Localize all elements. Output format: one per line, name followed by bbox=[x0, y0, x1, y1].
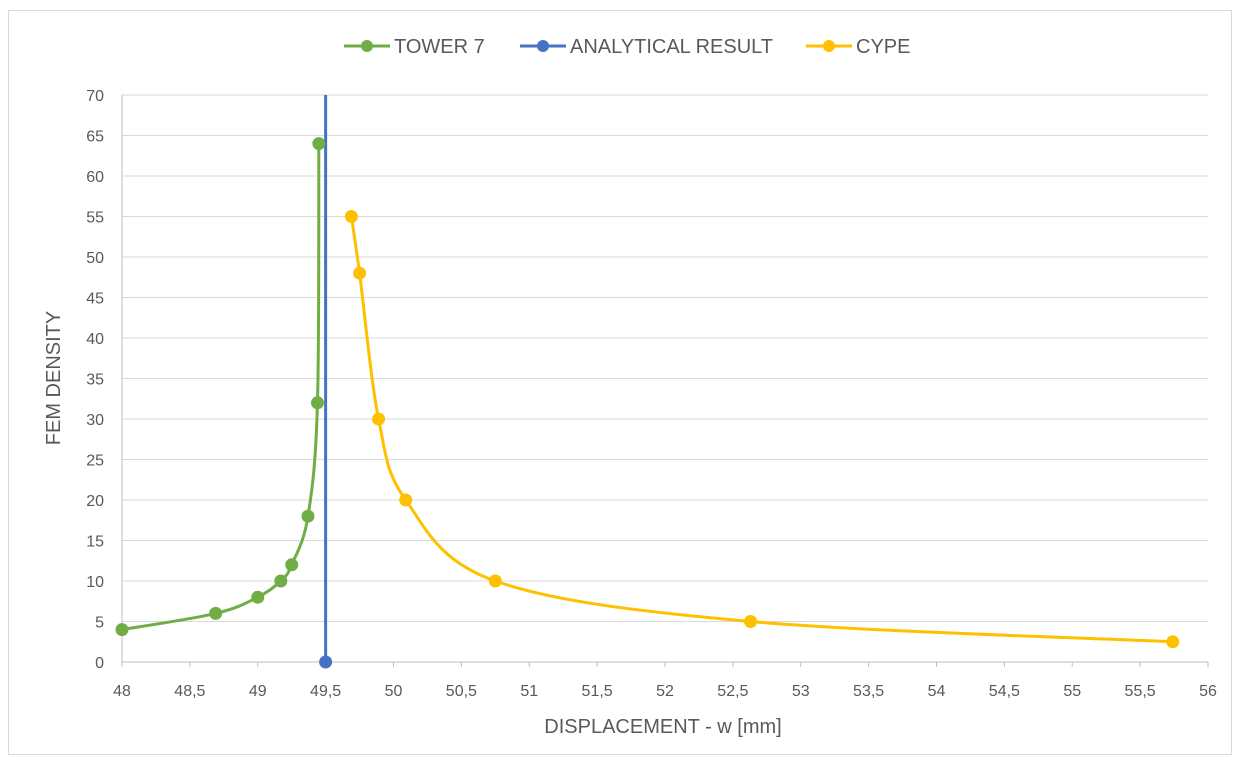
x-tick-label: 51 bbox=[520, 683, 538, 700]
x-tick-label: 53,5 bbox=[853, 683, 884, 700]
data-point-analytical-result bbox=[319, 655, 333, 669]
y-tick-label: 35 bbox=[86, 372, 104, 389]
grid-lines bbox=[122, 94, 1208, 622]
data-point-tower-7 bbox=[274, 574, 288, 588]
x-tick-label: 54 bbox=[928, 683, 946, 700]
x-axis-title: DISPLACEMENT - w [mm] bbox=[544, 716, 781, 738]
data-point-cype bbox=[344, 210, 358, 223]
legend-marker-cype bbox=[823, 40, 835, 52]
y-tick-label: 70 bbox=[86, 88, 104, 105]
data-point-tower-7 bbox=[251, 590, 265, 604]
x-tick-label: 52 bbox=[656, 683, 674, 700]
data-point-tower-7 bbox=[115, 623, 129, 637]
y-axis-title: FEM DENSITY bbox=[43, 311, 65, 445]
axes bbox=[121, 95, 1209, 667]
x-tick-label: 52,5 bbox=[717, 683, 748, 700]
x-tick-label: 54,5 bbox=[989, 683, 1020, 700]
y-tick-label: 50 bbox=[86, 250, 104, 267]
y-tick-label: 25 bbox=[86, 453, 104, 470]
x-tick-label: 50,5 bbox=[446, 683, 477, 700]
x-tick-label: 49,5 bbox=[310, 683, 341, 700]
y-tick-label: 40 bbox=[86, 331, 104, 348]
legend-marker-tower-7 bbox=[361, 40, 373, 52]
data-point-cype bbox=[399, 493, 413, 507]
y-tick-label: 55 bbox=[86, 210, 104, 227]
y-tick-label: 20 bbox=[86, 493, 104, 510]
y-tick-label: 45 bbox=[86, 291, 104, 308]
series-layer bbox=[115, 95, 1180, 669]
x-tick-label: 55 bbox=[1063, 683, 1081, 700]
y-tick-label: 15 bbox=[86, 534, 104, 551]
series-line-cype bbox=[349, 216, 1173, 644]
y-tick-label: 10 bbox=[86, 574, 104, 591]
data-point-cype bbox=[1166, 635, 1180, 649]
x-tick-label: 51,5 bbox=[582, 683, 613, 700]
legend-label-cype: CYPE bbox=[856, 36, 910, 58]
data-point-cype bbox=[353, 266, 367, 280]
data-point-tower-7 bbox=[209, 606, 223, 620]
x-tick-label: 48,5 bbox=[174, 683, 205, 700]
x-tick-label: 56 bbox=[1199, 683, 1217, 700]
x-tick-label: 53 bbox=[792, 683, 810, 700]
x-tick-label: 55,5 bbox=[1125, 683, 1156, 700]
data-point-tower-7 bbox=[310, 396, 324, 410]
y-tick-label: 30 bbox=[86, 412, 104, 429]
legend-label-analytical-result: ANALYTICAL RESULT bbox=[570, 36, 773, 58]
data-point-tower-7 bbox=[301, 509, 315, 523]
x-tick-label: 49 bbox=[249, 683, 267, 700]
y-tick-label: 60 bbox=[86, 169, 104, 186]
y-tick-label: 65 bbox=[86, 129, 104, 146]
data-point-tower-7 bbox=[312, 137, 326, 151]
data-point-cype bbox=[372, 412, 386, 426]
y-tick-label: 0 bbox=[95, 655, 104, 672]
legend: TOWER 7 ANALYTICAL RESULT CYPE bbox=[344, 36, 910, 58]
x-tick-label: 50 bbox=[385, 683, 403, 700]
legend-label-tower-7: TOWER 7 bbox=[394, 36, 485, 58]
chart-frame bbox=[8, 10, 1232, 755]
tick-labels: 0 5 10 15 20 25 30 35 40 45 50 55 60 65 70 48 48,5 49 49,5… bbox=[86, 88, 1217, 700]
y-tick-label: 5 bbox=[95, 615, 104, 632]
x-tick-label: 48 bbox=[113, 683, 131, 700]
data-point-tower-7 bbox=[285, 558, 299, 572]
legend-marker-analytical-result bbox=[537, 40, 549, 52]
data-point-cype bbox=[488, 574, 502, 588]
data-point-cype bbox=[744, 615, 758, 628]
